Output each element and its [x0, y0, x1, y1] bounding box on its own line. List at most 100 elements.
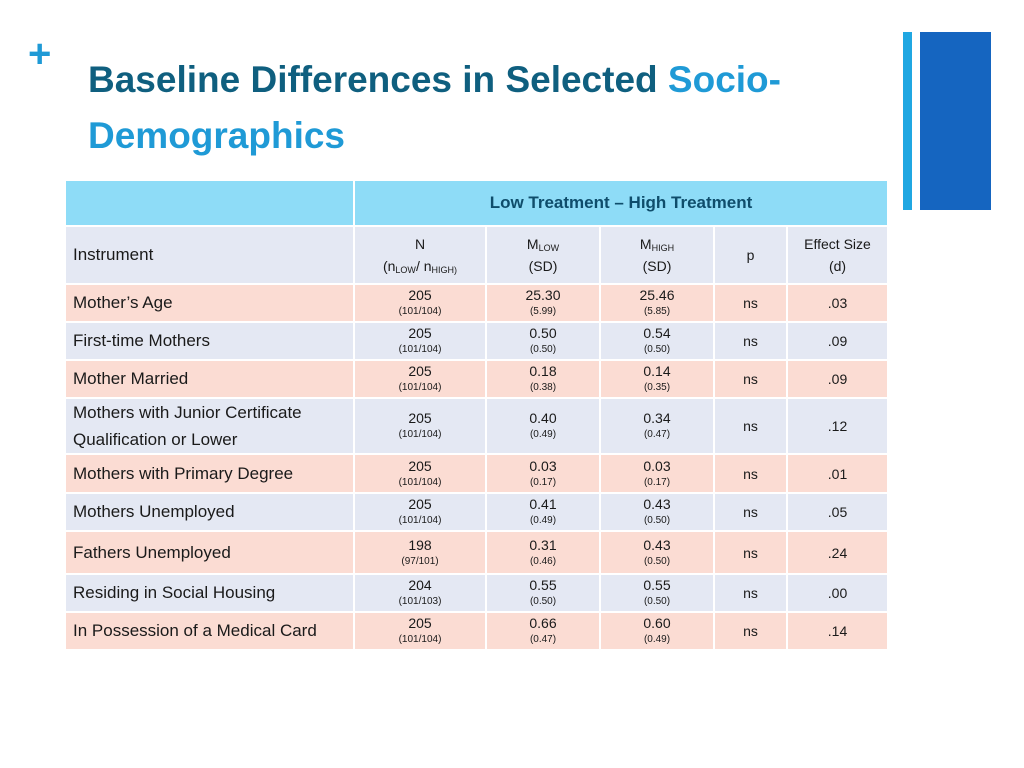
cell-p: ns: [713, 573, 788, 613]
col-header-mhigh-sd: (SD): [642, 258, 672, 274]
decorative-bar-thick: [920, 32, 991, 210]
cell-d: .12: [786, 397, 889, 455]
table-row: First-time Mothers 205 (101/104) 0.50 (0.5…: [64, 321, 889, 361]
table-row: Mother Married 205 (101/104) 0.18 (0.38) 0…: [64, 359, 889, 399]
cell-n-split: (101/104): [398, 429, 442, 440]
cell-n: 205 (101/104): [353, 611, 487, 651]
cell-mlow: 0.55 (0.50): [485, 573, 601, 613]
cell-n: 205 (101/104): [353, 359, 487, 399]
cell-d: .14: [786, 611, 889, 651]
col-header-effect-1: Effect Size: [804, 236, 871, 252]
cell-mhigh-value: 0.54: [643, 325, 671, 341]
cell-mlow-sd: (5.99): [529, 306, 557, 317]
cell-mlow-value: 0.55: [529, 577, 557, 593]
cell-mhigh-sd: (0.47): [643, 429, 671, 440]
col-header-instrument: Instrument: [64, 225, 355, 285]
baseline-table: Low Treatment – High Treatment Instrumen…: [64, 179, 889, 651]
cell-n-value: 205: [408, 410, 432, 426]
cell-mlow-sd: (0.38): [529, 382, 557, 393]
cell-n-value: 204: [408, 577, 432, 593]
cell-mhigh-value: 25.46: [639, 287, 675, 303]
row-label: Mothers with Junior Certificate Qualific…: [64, 397, 355, 455]
cell-d: .03: [786, 283, 889, 323]
cell-p: ns: [713, 611, 788, 651]
col-header-mlow: MLOW (SD): [485, 225, 601, 285]
col-header-mhigh-sub: HIGH: [651, 243, 675, 253]
title-accent-2: Demographics: [88, 115, 346, 156]
group-header: Low Treatment – High Treatment: [353, 179, 889, 227]
cell-mlow-sd: (0.47): [529, 634, 557, 645]
col-header-n: N (nLOW/ nHIGH): [353, 225, 487, 285]
cell-mhigh: 0.34 (0.47): [599, 397, 715, 455]
title-accent-1: Socio-: [667, 59, 781, 100]
cell-p: ns: [713, 283, 788, 323]
cell-mhigh: 0.60 (0.49): [599, 611, 715, 651]
row-label: Mothers Unemployed: [64, 492, 355, 532]
col-header-mhigh-m: M: [639, 236, 652, 252]
row-label: Fathers Unemployed: [64, 530, 355, 575]
cell-n: 205 (101/104): [353, 283, 487, 323]
cell-n-split: (101/104): [398, 634, 442, 645]
row-label: Mothers with Primary Degree: [64, 453, 355, 494]
cell-n-value: 205: [408, 287, 432, 303]
cell-d: .09: [786, 359, 889, 399]
cell-n-value: 205: [408, 363, 432, 379]
cell-n: 205 (101/104): [353, 397, 487, 455]
cell-n-split: (101/103): [398, 596, 442, 607]
col-header-effect-2: (d): [828, 258, 847, 274]
cell-n-split: (101/104): [398, 515, 442, 526]
cell-n-value: 205: [408, 325, 432, 341]
cell-mhigh: 0.43 (0.50): [599, 492, 715, 532]
cell-mlow-sd: (0.46): [529, 555, 557, 567]
col-header-n-slash: / n: [415, 258, 432, 274]
cell-n: 205 (101/104): [353, 453, 487, 494]
cell-mhigh-sd: (0.50): [643, 596, 671, 607]
cell-mhigh-sd: (0.49): [643, 634, 671, 645]
row-label: Mother’s Age: [64, 283, 355, 323]
table-group-header-row: Low Treatment – High Treatment: [64, 179, 889, 227]
col-header-mhigh: MHIGH (SD): [599, 225, 715, 285]
cell-p: ns: [713, 359, 788, 399]
cell-mlow: 0.41 (0.49): [485, 492, 601, 532]
cell-p: ns: [713, 453, 788, 494]
cell-n: 205 (101/104): [353, 492, 487, 532]
cell-d: .09: [786, 321, 889, 361]
cell-n-split: (101/104): [398, 382, 442, 393]
cell-d: .05: [786, 492, 889, 532]
table-row: Fathers Unemployed 198 (97/101) 0.31 (0.46…: [64, 530, 889, 575]
cell-mlow: 0.18 (0.38): [485, 359, 601, 399]
table-row: Residing in Social Housing 204 (101/103) …: [64, 573, 889, 613]
cell-mhigh-value: 0.34: [643, 410, 671, 426]
cell-d: .24: [786, 530, 889, 575]
plus-icon: +: [28, 32, 52, 76]
cell-n-split: (101/104): [398, 306, 442, 317]
cell-n-split: (101/104): [398, 476, 442, 488]
row-label-line-1: Mothers with Junior Certificate: [73, 403, 302, 422]
cell-mhigh-value: 0.03: [643, 457, 671, 474]
cell-n-split: (97/101): [401, 555, 439, 567]
cell-n-value: 205: [408, 457, 432, 474]
cell-mlow: 0.03 (0.17): [485, 453, 601, 494]
table-row: Mothers Unemployed 205 (101/104) 0.41 (0.4…: [64, 492, 889, 532]
decorative-bar-thin: [903, 32, 912, 210]
cell-mhigh: 25.46 (5.85): [599, 283, 715, 323]
cell-mhigh-sd: (0.17): [643, 476, 671, 488]
cell-mlow-value: 0.40: [529, 410, 557, 426]
col-header-mlow-m: M: [526, 236, 539, 252]
table-row: Mothers with Primary Degree 205 (101/104)…: [64, 453, 889, 494]
cell-mhigh-sd: (5.85): [643, 306, 671, 317]
row-label: Mother Married: [64, 359, 355, 399]
col-header-n-high-sub: HIGH): [431, 265, 458, 275]
cell-mlow: 0.50 (0.50): [485, 321, 601, 361]
row-label-line-2: Qualification or Lower: [73, 430, 238, 449]
cell-p: ns: [713, 321, 788, 361]
cell-mlow-value: 25.30: [525, 287, 561, 303]
cell-mlow-sd: (0.49): [529, 429, 557, 440]
cell-n-split: (101/104): [398, 344, 442, 355]
table-row: Mothers with Junior Certificate Qualific…: [64, 397, 889, 455]
cell-mlow-sd: (0.49): [529, 515, 557, 526]
row-label: In Possession of a Medical Card: [64, 611, 355, 651]
cell-mhigh: 0.54 (0.50): [599, 321, 715, 361]
cell-n-value: 205: [408, 496, 432, 512]
cell-mhigh-sd: (0.50): [643, 555, 671, 567]
